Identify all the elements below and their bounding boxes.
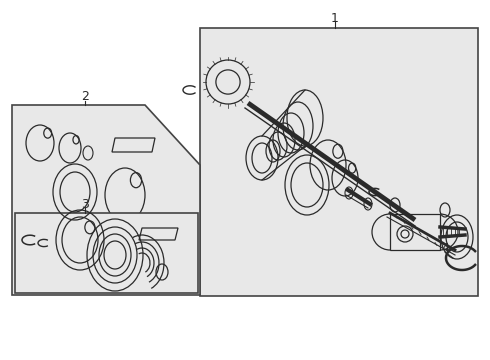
Text: 4: 4 — [441, 242, 449, 255]
Bar — [390, 214, 440, 250]
Text: 2: 2 — [81, 90, 89, 104]
Polygon shape — [12, 105, 200, 295]
Bar — [15, 213, 198, 293]
Text: 3: 3 — [81, 198, 89, 211]
Text: 1: 1 — [331, 12, 339, 24]
Bar — [200, 28, 478, 296]
